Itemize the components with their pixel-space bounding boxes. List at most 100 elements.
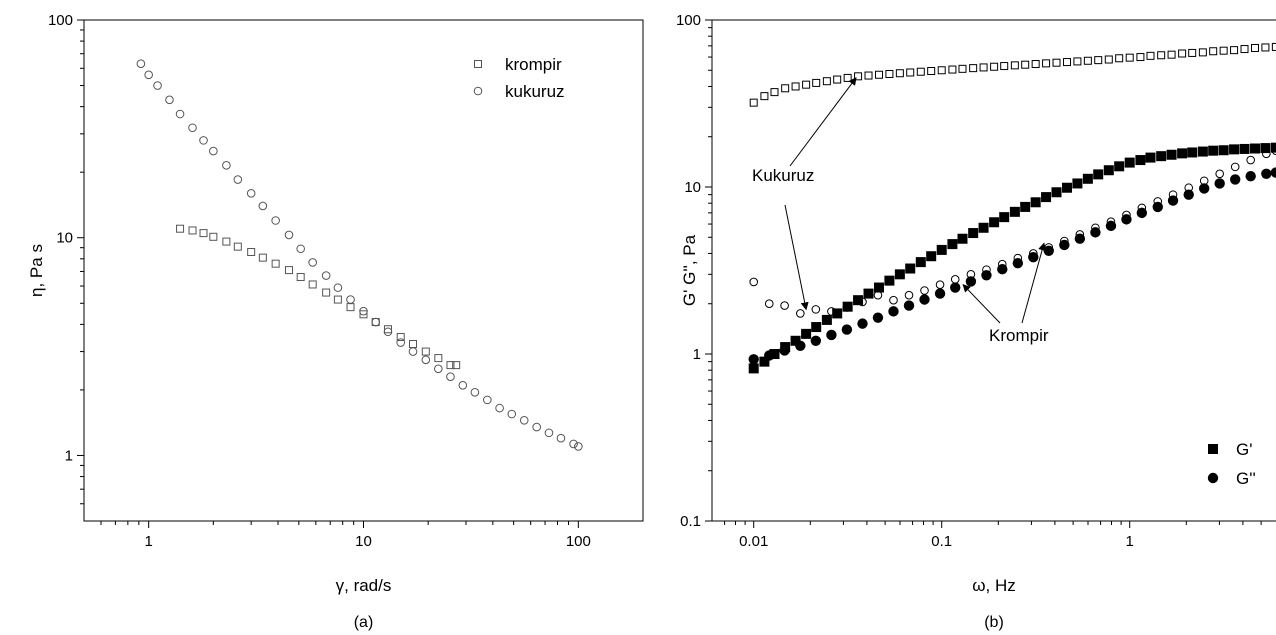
data-point [532, 422, 541, 432]
data-point [821, 314, 832, 325]
data-point [1031, 60, 1040, 69]
data-point [950, 282, 961, 293]
data-point [569, 439, 578, 449]
data-point [209, 146, 218, 156]
data-point [874, 282, 885, 293]
y-tick-label: 10 [684, 179, 701, 196]
data-point [780, 301, 789, 310]
data-point [409, 340, 418, 349]
data-point [958, 64, 967, 73]
data-point [233, 175, 243, 184]
data-point [1198, 48, 1207, 57]
data-point [176, 224, 185, 233]
data-point [1094, 56, 1103, 65]
data-point [770, 88, 779, 97]
data-point [1152, 201, 1163, 213]
data-point [458, 381, 468, 390]
data-point [1000, 62, 1009, 71]
data-point [452, 361, 461, 370]
data-point [915, 257, 926, 268]
annotation-label: Kukuruz [752, 166, 814, 185]
data-point [1229, 144, 1240, 155]
annotation-arrow [1021, 242, 1046, 324]
data-point [556, 433, 566, 443]
data-point [1136, 53, 1145, 62]
data-point [333, 283, 343, 292]
annotation-arrow [962, 283, 1001, 324]
legend-label: G'' [1236, 469, 1256, 488]
data-point [832, 308, 843, 319]
data-point [1219, 46, 1228, 55]
data-point [934, 288, 946, 299]
data-point [1012, 257, 1024, 269]
y-tick-label: 100 [48, 12, 73, 29]
data-point [421, 347, 430, 356]
data-point [1251, 43, 1260, 52]
data-point [1240, 45, 1249, 54]
data-point [989, 217, 1000, 228]
data-point [1125, 53, 1134, 62]
data-point [894, 269, 905, 280]
x-axis-title: γ, rad/s [336, 576, 392, 595]
data-point [968, 228, 979, 239]
data-point [903, 300, 915, 311]
x-tick-label: 0.1 [931, 533, 952, 550]
y-tick-label: 100 [676, 12, 701, 29]
data-point [857, 318, 868, 329]
data-point [1062, 182, 1073, 193]
data-point [296, 244, 305, 254]
data-point [1136, 207, 1148, 219]
data-point [1183, 189, 1194, 200]
data-point [284, 230, 294, 240]
data-point [470, 388, 480, 397]
data-point [1178, 49, 1187, 58]
data-point [957, 233, 968, 244]
data-point [1051, 187, 1062, 198]
data-point [810, 335, 822, 346]
legend-marker [474, 60, 482, 68]
data-point [833, 75, 842, 84]
data-point [1239, 143, 1250, 154]
data-point [795, 340, 806, 351]
data-point [1104, 55, 1113, 64]
data-point [222, 237, 231, 246]
data-point [888, 306, 899, 317]
y-tick-label: 0.1 [680, 513, 701, 530]
data-point [271, 216, 280, 225]
legend-label: krompir [505, 55, 562, 74]
data-point [759, 356, 770, 367]
data-point [322, 288, 331, 297]
data-point [136, 59, 146, 68]
data-point [421, 355, 431, 365]
data-point [1052, 58, 1061, 67]
legend-marker [473, 86, 483, 96]
panel-label: (b) [984, 614, 1004, 631]
data-point [1177, 148, 1188, 159]
data-point [1218, 145, 1229, 156]
data-point [383, 325, 392, 334]
data-point [153, 81, 162, 90]
data-point [853, 295, 864, 306]
data-point [1261, 43, 1270, 52]
data-point [1198, 183, 1210, 194]
data-point [495, 403, 504, 413]
data-point [1063, 58, 1072, 67]
data-point [884, 275, 895, 286]
data-point [359, 310, 368, 319]
data-point [246, 188, 256, 198]
data-point [1021, 60, 1030, 69]
data-point [308, 258, 317, 267]
data-point [843, 73, 852, 82]
data-point [1041, 192, 1052, 203]
data-point [346, 295, 355, 304]
y-tick-label: 10 [56, 230, 73, 247]
data-point [841, 324, 853, 335]
data-point [948, 65, 957, 74]
y-tick-label: 1 [693, 346, 701, 363]
data-point [1028, 251, 1039, 263]
data-point [434, 354, 443, 363]
data-point [1135, 155, 1146, 166]
data-point [144, 70, 153, 80]
data-point [199, 229, 208, 238]
